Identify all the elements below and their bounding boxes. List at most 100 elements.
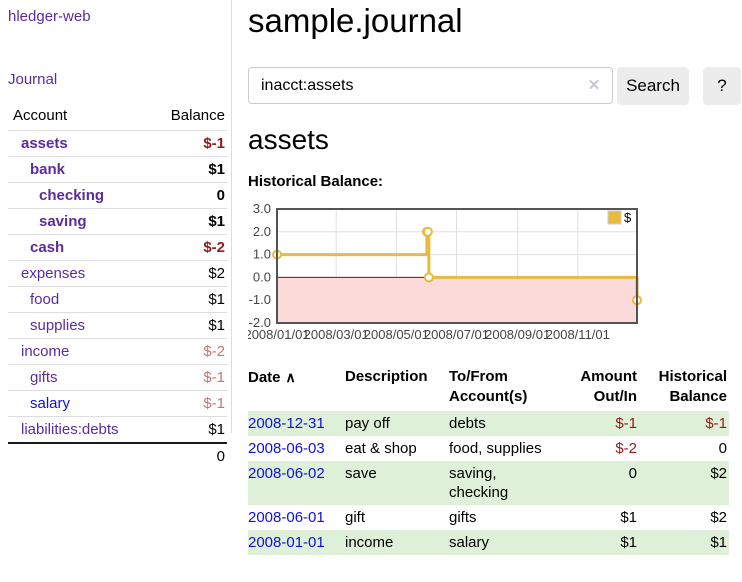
x-tick-label: 2008/09/01 [485, 327, 550, 342]
account-row: supplies $1 [8, 312, 227, 339]
transaction-row: 2008-06-03 eat & shop food, supplies $-2 0 [248, 436, 729, 461]
nav-journal-link[interactable]: Journal [8, 71, 58, 88]
transaction-row: 2008-12-31 pay off debts $-1 $-1 [248, 411, 729, 436]
total-spacer [8, 442, 150, 469]
transaction-date-link[interactable]: 2008-06-02 [248, 465, 325, 482]
sidebar-account-link-salary[interactable]: salary [30, 395, 71, 412]
sidebar-accounts-table: Account Balance assets $-1 bank $1 checking 0… [8, 103, 227, 469]
date-column-header[interactable]: Date ∧ [248, 365, 345, 411]
balance-column-header: Balance [170, 107, 225, 124]
transaction-accounts: gifts [449, 509, 477, 526]
account-row: food $1 [8, 286, 227, 313]
chart-title: Historical Balance: [248, 173, 384, 190]
transaction-description: income [345, 534, 394, 551]
search-input[interactable] [248, 67, 613, 104]
account-row: saving $1 [8, 208, 227, 235]
account-row: expenses $2 [8, 260, 227, 287]
legend-swatch [607, 210, 622, 225]
sidebar-total-balance: 0 [149, 442, 227, 469]
y-tick-label: -2.0 [249, 315, 271, 330]
x-tick-label: 2008/01/01 [248, 327, 310, 342]
sidebar-account-link-gifts[interactable]: gifts [30, 369, 58, 386]
transaction-accounts: saving, checking [449, 465, 509, 501]
account-balance: $-1 [149, 130, 227, 157]
transaction-description: save [345, 465, 377, 482]
transaction-balance: $1 [710, 534, 727, 551]
sidebar-account-link-expenses[interactable]: expenses [21, 265, 86, 282]
transaction-date-link[interactable]: 2008-12-31 [248, 415, 325, 432]
sidebar-account-link-liabilities-debts[interactable]: liabilities:debts [21, 421, 119, 438]
account-balance: $-1 [149, 390, 227, 417]
transaction-accounts: salary [449, 534, 490, 551]
help-button[interactable]: ? [703, 67, 741, 105]
page-title: sample.journal [248, 2, 463, 39]
data-point-marker [423, 272, 434, 283]
account-column-header: Account [13, 107, 68, 124]
sidebar-account-link-saving[interactable]: saving [39, 213, 87, 230]
legend-label: $ [624, 210, 632, 225]
transaction-balance: $2 [710, 465, 727, 482]
register-table: Date ∧ Description To/From Account(s) Amo… [248, 365, 729, 555]
balance-chart-svg: 3.0 2.0 1.0 0.0 -1.0 -2.02008/01/012008/03/01… [244, 201, 642, 342]
transaction-amount: $1 [620, 509, 637, 526]
y-tick-label: 1.0 [253, 247, 271, 262]
transaction-amount: $1 [620, 534, 637, 551]
search-button[interactable]: Search [617, 67, 689, 105]
account-row: assets $-1 [8, 130, 227, 157]
balance-column-header-main: Historical Balance [658, 368, 727, 405]
sidebar-account-link-supplies[interactable]: supplies [30, 317, 86, 334]
account-row: salary $-1 [8, 390, 227, 417]
account-balance: $1 [149, 312, 227, 339]
sidebar-accounts-header-row: Account Balance [8, 103, 227, 131]
sidebar-divider [231, 0, 232, 433]
account-balance: $1 [149, 416, 227, 443]
data-point-marker [422, 226, 433, 237]
transaction-date-link[interactable]: 2008-06-03 [248, 440, 325, 457]
register-body: 2008-12-31 pay off debts $-1 $-1 2008-06-03 ea… [248, 411, 729, 555]
accounts-column-header: To/From Account(s) [449, 368, 528, 405]
account-row: checking 0 [8, 182, 227, 209]
account-balance: $-2 [149, 234, 227, 261]
account-balance: 0 [149, 182, 227, 209]
transaction-accounts: food, supplies [449, 440, 542, 457]
sidebar-account-link-bank[interactable]: bank [30, 161, 66, 178]
account-balance: $2 [149, 260, 227, 287]
sidebar-account-link-cash[interactable]: cash [30, 239, 65, 256]
sidebar-account-link-food[interactable]: food [30, 291, 60, 308]
account-row: cash $-2 [8, 234, 227, 261]
account-heading: assets [248, 124, 329, 155]
account-balance: $1 [149, 286, 227, 313]
negative-region [277, 277, 637, 323]
transaction-row: 2008-06-02 save saving, checking 0 $2 [248, 461, 729, 505]
y-tick-label: 0.0 [253, 269, 271, 284]
x-tick-label: 2008/03/01 [304, 327, 369, 342]
sidebar-account-link-income[interactable]: income [21, 343, 70, 360]
x-tick-label: 2008/11/01 [546, 327, 610, 342]
sidebar-accounts-body: assets $-1 bank $1 checking 0 saving $1 cash $-2 e… [8, 130, 227, 443]
description-column-header: Description [345, 368, 428, 385]
sidebar-account-link-checking[interactable]: checking [39, 187, 105, 204]
search-form: ✕ Search ? [248, 67, 742, 105]
transaction-amount: $-2 [615, 440, 637, 457]
amount-column-header: Amount Out/In [580, 368, 637, 405]
account-balance: $1 [149, 156, 227, 183]
transaction-date-link[interactable]: 2008-06-01 [248, 509, 325, 526]
y-tick-label: 2.0 [253, 224, 271, 239]
y-tick-label: 3.0 [253, 201, 271, 216]
transaction-row: 2008-01-01 income salary $1 $1 [248, 530, 729, 555]
sidebar-account-link-assets[interactable]: assets [21, 135, 68, 152]
account-balance: $1 [149, 208, 227, 235]
plot-border [276, 208, 638, 324]
transaction-accounts: debts [449, 415, 486, 432]
date-header-label: Date [248, 369, 281, 386]
y-tick-label: -1.0 [249, 292, 271, 307]
x-tick-label: 2008/05/01 [364, 327, 429, 342]
sort-ascending-icon: ∧ [285, 369, 296, 385]
clear-search-icon[interactable]: ✕ [587, 77, 601, 94]
brand-link[interactable]: hledger-web [8, 8, 91, 25]
x-tick-label: 2008/07/01 [424, 327, 489, 342]
transaction-date-link[interactable]: 2008-01-01 [248, 534, 325, 551]
account-row: income $-2 [8, 338, 227, 365]
transaction-amount: 0 [628, 465, 637, 482]
account-row: gifts $-1 [8, 364, 227, 391]
